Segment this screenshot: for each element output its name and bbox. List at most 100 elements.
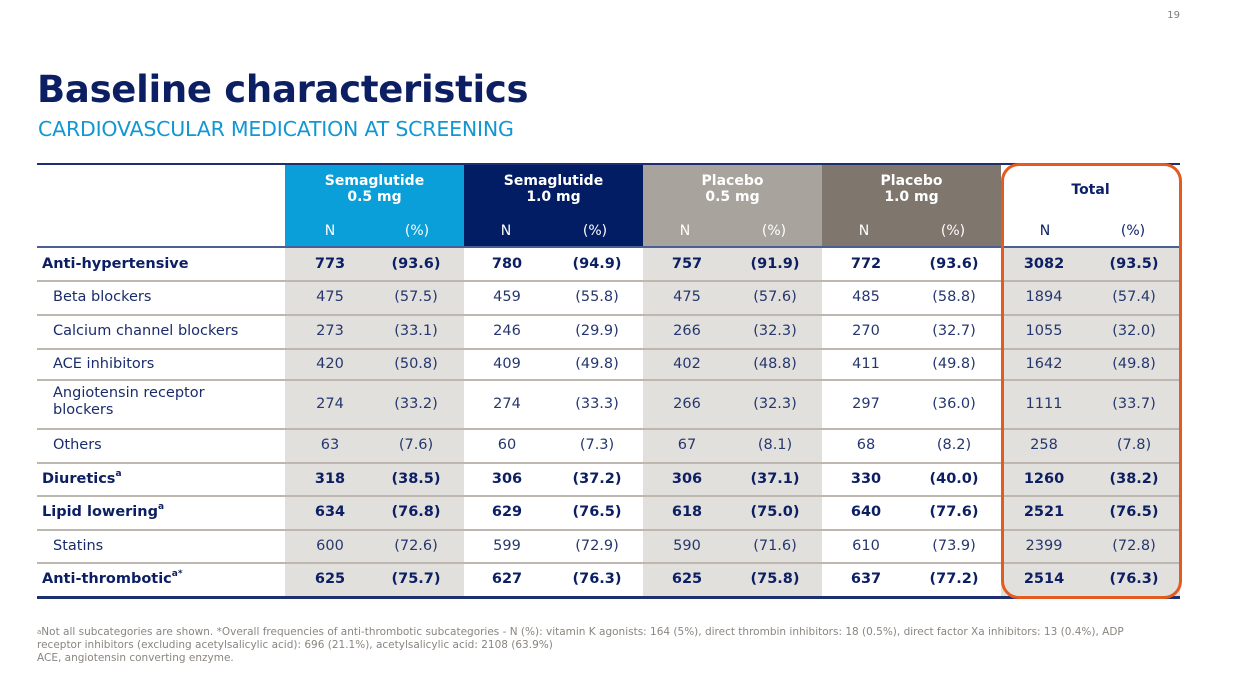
cell-n: 757 [671, 256, 703, 272]
cell-n: 68 [856, 437, 876, 453]
header-semaglutide-0-5: Semaglutide 0.5 mg N (%) [285, 165, 464, 247]
cell-pct: (91.9) [750, 256, 800, 272]
row-divider [37, 379, 1180, 381]
cell-pct: (32.7) [932, 323, 976, 339]
row-label: Calcium channel blockers [53, 323, 239, 339]
cell-n: 246 [493, 323, 521, 339]
page-number: 19 [1167, 10, 1180, 21]
cell-n: 270 [852, 323, 880, 339]
cell-pct: (38.5) [391, 470, 441, 487]
cell-pct: (33.1) [394, 323, 438, 339]
row-divider [37, 562, 1180, 564]
row-label: Anti-hypertensive [42, 256, 189, 272]
header-n: N [858, 223, 870, 239]
footnote-marker: a [115, 468, 122, 479]
table-row: Angiotensin receptor blockers 274 (33.2) 274… [37, 380, 1180, 429]
cell-n: 297 [852, 395, 880, 412]
cell-n: 600 [316, 537, 344, 554]
header-group-label: Placebo 0.5 mg [701, 173, 764, 205]
cell-pct: (37.1) [750, 470, 800, 487]
cell-pct: (48.8) [753, 355, 797, 372]
footnote-abbreviations: ACE, angiotensin converting enzyme. [37, 652, 234, 664]
cell-n: 2514 [1023, 570, 1065, 587]
footnote-marker: a [157, 502, 165, 512]
row-divider [37, 280, 1180, 282]
cell-pct: (93.6) [391, 256, 441, 272]
header-rule [37, 246, 1180, 248]
row-label: Beta blockers [53, 289, 152, 305]
table-row: Anti-thrombotica* 625 (75.7) 627 (76.3) 625 (7… [37, 563, 1180, 596]
cell-pct: (93.5) [1109, 256, 1159, 272]
cell-n: 1894 [1025, 289, 1063, 305]
cell-pct: (75.0) [750, 504, 800, 520]
cell-pct: (29.9) [575, 323, 619, 339]
cell-pct: (55.8) [575, 289, 619, 305]
cell-n: 2521 [1023, 504, 1065, 520]
header-pct: (%) [582, 223, 608, 239]
cell-pct: (49.8) [575, 355, 619, 372]
table-bottom-rule [37, 596, 1180, 599]
cell-pct: (76.3) [1109, 570, 1159, 587]
footnote-marker: a* [171, 568, 183, 579]
column-shade-placebo-0-5 [643, 248, 822, 596]
cell-n: 610 [852, 537, 880, 554]
cell-pct: (57.4) [1112, 289, 1156, 305]
cell-pct: (57.5) [394, 289, 438, 305]
baseline-table: Semaglutide 0.5 mg N (%) Semaglutide 1.0 m… [37, 163, 1182, 600]
cell-n: 618 [671, 504, 703, 520]
header-pct: (%) [1120, 223, 1146, 239]
cell-pct: (57.6) [753, 289, 797, 305]
cell-n: 274 [316, 395, 344, 412]
cell-n: 629 [491, 504, 523, 520]
cell-n: 599 [493, 537, 521, 554]
cell-n: 1642 [1025, 355, 1063, 372]
cell-pct: (75.8) [750, 570, 800, 587]
cell-n: 637 [850, 570, 882, 587]
cell-n: 274 [493, 395, 521, 412]
cell-n: 306 [491, 470, 523, 487]
cell-n: 420 [316, 355, 344, 372]
row-divider [37, 428, 1180, 430]
row-divider [37, 314, 1180, 316]
cell-pct: (73.9) [932, 537, 976, 554]
cell-pct: (76.3) [572, 570, 622, 587]
header-placebo-1-0: Placebo 1.0 mg N (%) [822, 165, 1001, 247]
cell-n: 485 [852, 289, 880, 305]
cell-n: 625 [671, 570, 703, 587]
cell-n: 60 [497, 437, 517, 453]
cell-pct: (8.2) [936, 437, 972, 453]
header-n: N [324, 223, 336, 239]
cell-n: 773 [314, 256, 346, 272]
cell-pct: (76.8) [391, 504, 441, 520]
cell-pct: (75.7) [391, 570, 441, 587]
cell-pct: (8.1) [757, 437, 793, 453]
header-pct: (%) [940, 223, 966, 239]
cell-n: 411 [852, 355, 880, 372]
table-row: Others 63 (7.6) 60 (7.3) 67 (8.1) 68 (8.2) 258 (7.… [37, 429, 1180, 463]
cell-n: 1055 [1025, 323, 1063, 339]
header-pct: (%) [761, 223, 787, 239]
cell-pct: (93.6) [929, 256, 979, 272]
row-label: Diureticsa [42, 468, 122, 487]
header-group-label: Semaglutide 1.0 mg [503, 173, 604, 205]
cell-n: 258 [1030, 437, 1058, 453]
row-label: Statins [53, 537, 104, 554]
page-subtitle: CARDIOVASCULAR MEDICATION AT SCREENING [38, 117, 514, 141]
row-divider [37, 495, 1180, 497]
cell-n: 640 [850, 504, 882, 520]
cell-n: 3082 [1023, 256, 1065, 272]
cell-pct: (50.8) [394, 355, 438, 372]
cell-n: 330 [850, 470, 882, 487]
cell-n: 459 [493, 289, 521, 305]
footnotes: aNot all subcategories are shown. *Overa… [37, 626, 1157, 665]
cell-pct: (72.6) [394, 537, 438, 554]
cell-n: 266 [673, 323, 701, 339]
cell-pct: (76.5) [572, 504, 622, 520]
cell-n: 402 [673, 355, 701, 372]
cell-pct: (33.2) [394, 395, 438, 412]
row-label: Others [53, 437, 102, 453]
row-divider [37, 462, 1180, 464]
table-row: ACE inhibitors 420 (50.8) 409 (49.8) 402 (48.8… [37, 349, 1180, 380]
row-divider [37, 348, 1180, 350]
header-n: N [679, 223, 691, 239]
